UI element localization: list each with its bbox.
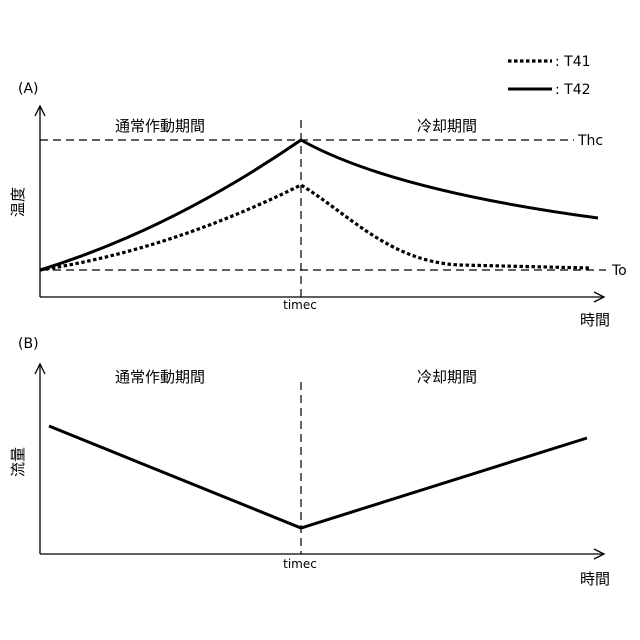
panel-a-y-label: 温度 [9, 187, 27, 217]
t42-curve [40, 140, 598, 270]
panel-b-y-label: 流量 [9, 447, 27, 477]
thc-label: Thc [577, 133, 603, 149]
panel-b-timec-label: timec [283, 557, 317, 571]
panel-b-axes [35, 364, 604, 559]
panel-b: (B) 通常作動期間 冷却期間 timec 時間 流量 [9, 336, 610, 588]
panel-a-period-right: 冷却期間 [417, 117, 477, 135]
panel-a-tag: (A) [18, 81, 39, 97]
panel-b-tag: (B) [18, 336, 39, 352]
to-label: To [611, 263, 627, 279]
legend: : T41 : T42 [508, 54, 591, 98]
flow-curve [49, 426, 587, 528]
panel-a: (A) 通常作動期間 冷却期間 Thc To timec 時間 温度 [9, 81, 627, 329]
panel-a-period-left: 通常作動期間 [115, 117, 205, 135]
panel-b-period-left: 通常作動期間 [115, 368, 205, 386]
panel-b-period-right: 冷却期間 [417, 368, 477, 386]
panel-a-x-label: 時間 [580, 311, 610, 329]
legend-t41-label: : T41 [555, 54, 591, 70]
panel-a-axes [35, 106, 604, 302]
panel-b-x-label: 時間 [580, 570, 610, 588]
legend-t42-label: : T42 [555, 82, 591, 98]
panel-a-reference-lines [40, 120, 606, 297]
t41-curve [40, 185, 590, 270]
panel-a-timec-label: timec [283, 298, 317, 312]
